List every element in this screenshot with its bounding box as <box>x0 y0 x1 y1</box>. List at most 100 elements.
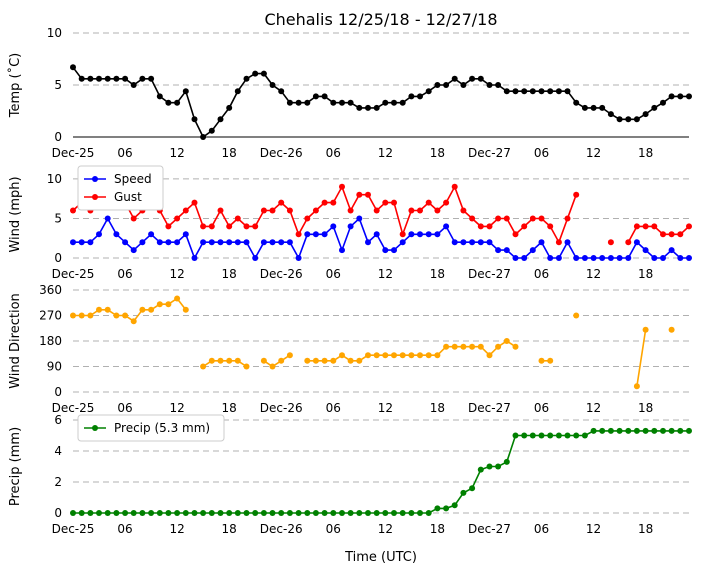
temp-series-point <box>269 82 276 88</box>
temp-series-point <box>243 75 250 82</box>
precip-panel: 0 2 4 6 Dec-25 06 12 18 Dec-26 06 12 18 Dec-27 06 12 18… <box>8 413 692 536</box>
dir-series-point <box>87 312 94 319</box>
wind-series-gust-point <box>278 199 285 206</box>
wind-series-speed-point <box>625 255 632 261</box>
temp-series-point <box>278 88 285 95</box>
dir-series-point <box>208 357 215 364</box>
precip-series-precip-point <box>607 427 614 434</box>
wind-xtick-label: 06 <box>117 267 132 281</box>
wind-series-gust-point <box>521 223 528 230</box>
precip-series-precip-point <box>78 510 85 516</box>
wind-series-speed-point <box>156 239 163 246</box>
wind-series-speed-line <box>73 216 689 260</box>
temp-series-point <box>564 88 571 95</box>
dir-series-point <box>330 357 337 364</box>
precip-xtick-label: 06 <box>326 522 341 536</box>
temp-series-line <box>72 66 689 139</box>
precip-series-precip-point <box>660 427 666 434</box>
temp-series-point <box>339 99 345 106</box>
wind-series-speed-point <box>529 247 536 254</box>
precip-series-precip-point <box>495 463 502 470</box>
dir-series-point <box>391 352 397 359</box>
wind-series-speed-point <box>651 255 658 261</box>
temp-series-point <box>399 99 406 106</box>
precip-series-precip-point <box>469 485 476 492</box>
wind-legend-box <box>77 165 164 211</box>
dir-series-point <box>122 312 129 319</box>
wind-xtick-label: 18 <box>222 267 237 281</box>
temp-series-point <box>599 104 606 111</box>
dir-ytick-label: 0 <box>54 385 62 399</box>
precip-series-precip-point <box>312 510 319 516</box>
wind-series-speed-point <box>616 255 623 261</box>
temp-series-point <box>495 82 502 88</box>
temp-xtick-label: 06 <box>326 146 341 160</box>
precip-series-precip-point <box>373 510 380 516</box>
wind-series-speed-point <box>469 239 476 246</box>
wind-series-speed-point <box>512 255 519 261</box>
wind-series-gust-point <box>295 231 302 238</box>
wind-series-speed-point <box>312 231 319 238</box>
temp-series-point <box>443 82 450 88</box>
temp-xtick-label: 12 <box>586 146 601 160</box>
wind-series-speed-point <box>260 239 267 246</box>
wind-series-speed-point <box>321 231 328 238</box>
wind-xtick-label: 18 <box>430 267 445 281</box>
temp-series <box>70 64 692 140</box>
dir-series-point <box>486 352 493 359</box>
precip-series-precip-point <box>451 502 458 509</box>
wind-series-speed-point <box>573 255 580 261</box>
precip-series-precip-point <box>668 427 675 434</box>
dir-series-point <box>304 357 311 364</box>
wind-series-speed-point <box>365 239 371 246</box>
precip-series-precip-point <box>252 510 259 516</box>
precip-series-precip-point <box>547 432 554 439</box>
dir-xtick-label: 12 <box>586 401 601 415</box>
precip-series-precip-point <box>642 427 649 434</box>
dir-ytick-label: 90 <box>47 360 62 374</box>
precip-series-precip-point <box>460 489 467 496</box>
dir-series-point <box>434 352 441 359</box>
wind-series-gust-point <box>191 199 198 206</box>
precip-series-precip-point <box>477 466 484 473</box>
wind-series-gust-point <box>304 215 311 222</box>
wind-series-speed-point <box>443 223 450 230</box>
wind-series-gust-point <box>607 239 614 246</box>
temp-series-point <box>104 75 111 82</box>
wind-xtick-label: 18 <box>638 267 653 281</box>
dir-ytick-label: 360 <box>39 283 62 297</box>
precip-series-precip-point <box>104 510 111 516</box>
precip-series-precip-point <box>651 427 658 434</box>
wind-series-gust-point <box>217 207 224 214</box>
temp-series-point <box>686 93 692 100</box>
temp-series-point <box>677 93 684 100</box>
wind-legend: Speed Gust <box>77 165 164 211</box>
temp-series-point <box>347 99 354 106</box>
wind-series-gust-point <box>208 223 215 230</box>
dir-series-point <box>347 357 354 364</box>
wind-ytick-label: 10 <box>47 172 62 186</box>
dir-series-point <box>200 363 207 370</box>
wind-series-speed-point <box>295 255 302 261</box>
precip-series-precip-point <box>677 427 684 434</box>
precip-series-precip-point <box>573 432 580 439</box>
temp-series-point <box>174 99 181 106</box>
temp-xtick-label: Dec-25 <box>52 146 95 160</box>
wind-series-speed-point <box>217 239 224 246</box>
dir-series-point <box>104 306 111 313</box>
wind-series-speed-point <box>113 231 120 238</box>
dir-xtick-label: 06 <box>534 401 549 415</box>
temp-series-point <box>391 99 397 106</box>
wind-ytick-label: 0 <box>54 251 62 265</box>
temp-series-point <box>96 75 102 82</box>
wind-series-gust-point <box>356 191 363 198</box>
precip-xtick-label: 12 <box>378 522 393 536</box>
precip-series-precip-point <box>503 458 510 465</box>
dir-series-point <box>269 363 276 370</box>
wind-series-gust-point <box>373 207 380 214</box>
temp-series-point <box>460 82 467 88</box>
temp-series-point <box>365 104 371 111</box>
temp-series-point <box>295 99 302 106</box>
temp-series-point <box>668 93 675 100</box>
